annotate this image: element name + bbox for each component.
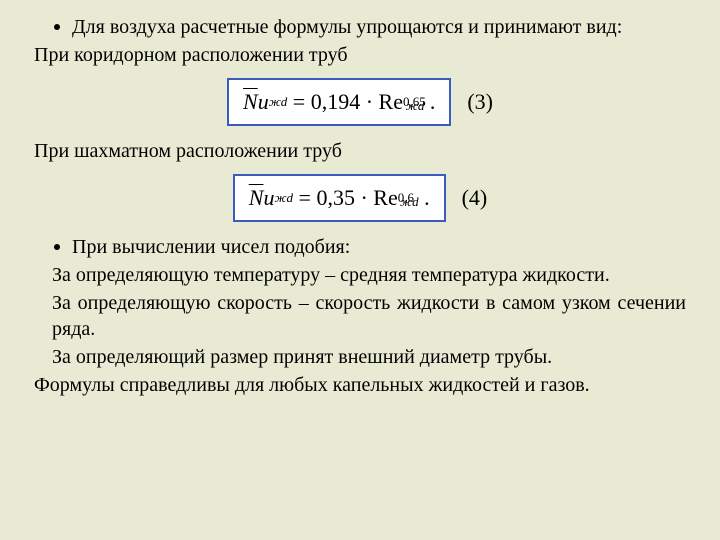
formula2-rhs: Re (373, 182, 397, 214)
slide-page: Для воздуха расчетные формулы упрощаются… (0, 0, 720, 540)
formula2-dot: · (355, 182, 373, 214)
calc-intro-row: При вычислении чисел подобия: (34, 234, 686, 260)
formula-row-2: Nuжd = 0,35 · Re0,6жd . (4) (34, 174, 686, 222)
rule-row-1: › За определяющую температуру – средняя … (34, 262, 686, 288)
formula2-number: (4) (462, 185, 488, 211)
formula1-rhs-sub: жd (406, 90, 425, 122)
formula2-lhs-rest: u (263, 182, 274, 214)
formula-box-1: Nuжd = 0,194 · Re0,65жd . (227, 78, 451, 126)
formula2-lhs-sub: жd (274, 182, 293, 214)
rule2-text: За определяющую скорость – скорость жидк… (52, 290, 686, 342)
formula1-number: (3) (467, 89, 493, 115)
formula1-dot: · (360, 86, 378, 118)
formula2-period: . (419, 182, 430, 214)
formula-row-1: Nuжd = 0,194 · Re0,65жd . (3) (34, 78, 686, 126)
formula1-lhs-sym: N (243, 86, 258, 118)
corridor-heading: При коридорном расположении труб (34, 42, 686, 68)
closing-text: Формулы справедливы для любых капельных … (34, 372, 686, 398)
formula2-coef: 0,35 (316, 182, 355, 214)
rule-row-3: › За определяющий размер принят внешний … (34, 344, 686, 370)
staggered-heading: При шахматном расположении труб (34, 138, 686, 164)
formula1-eq: = (287, 86, 310, 118)
formula1-rhs: Re (379, 86, 403, 118)
rule-row-2: › За определяющую скорость – скорость жи… (34, 290, 686, 342)
bullet-dot (54, 24, 60, 30)
rule3-text: За определяющий размер принят внешний ди… (52, 344, 552, 370)
calc-intro-text: При вычислении чисел подобия: (72, 234, 350, 260)
rule1-text: За определяющую температуру – средняя те… (52, 262, 610, 288)
formula2-eq: = (293, 182, 316, 214)
formula1-lhs-sub: жd (269, 86, 288, 118)
formula2-rhs-sub: жd (400, 186, 419, 218)
formula1-lhs-rest: u (258, 86, 269, 118)
intro-text: Для воздуха расчетные формулы упрощаются… (72, 14, 622, 40)
formula2-lhs-sym: N (249, 182, 264, 214)
formula1-coef: 0,194 (311, 86, 361, 118)
bullet-dot (54, 244, 60, 250)
formula1-period: . (424, 86, 435, 118)
intro-bullet-row: Для воздуха расчетные формулы упрощаются… (34, 14, 686, 40)
formula-box-2: Nuжd = 0,35 · Re0,6жd . (233, 174, 446, 222)
